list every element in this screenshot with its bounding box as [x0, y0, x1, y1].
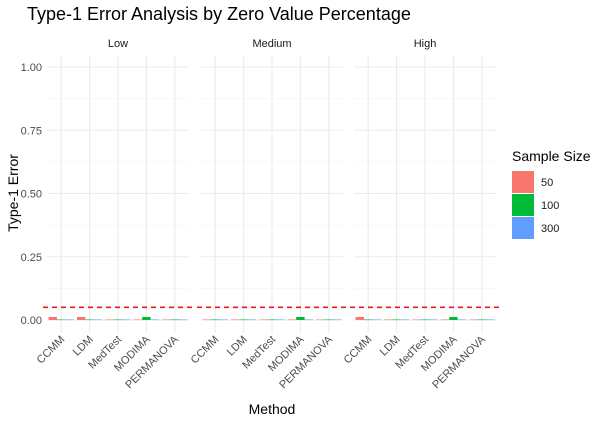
bar-high-ccmm-100 [364, 319, 373, 321]
bar-high-medtest-100 [420, 319, 430, 321]
bar-medium-medtest-300 [276, 319, 285, 321]
bar-low-permanova-300 [179, 319, 188, 321]
y-tick-label: 0.00 [21, 315, 42, 327]
bar-low-ccmm-300 [65, 319, 74, 321]
x-tick-label: CCMM [342, 334, 375, 367]
bar-high-permanova-50 [469, 319, 478, 321]
x-axis-title: Method [249, 401, 296, 417]
bar-medium-ldm-100 [239, 319, 248, 321]
bar-medium-ldm-50 [231, 319, 240, 321]
x-tick-label: CCMM [189, 334, 222, 367]
bar-low-ldm-50 [77, 316, 86, 320]
bar-low-ccmm-100 [57, 319, 66, 321]
legend-key-300 [512, 217, 534, 239]
legend-label: 50 [541, 177, 553, 189]
bar-low-medtest-300 [122, 319, 131, 321]
x-tick-label: LDM [225, 334, 250, 359]
y-tick-label: 1.00 [21, 62, 42, 74]
x-tick-label: LDM [378, 334, 403, 359]
y-tick-label: 0.50 [21, 189, 42, 201]
bar-medium-permanova-100 [324, 319, 333, 321]
legend: Sample Size 50 100 300 [512, 148, 591, 239]
bar-medium-ccmm-50 [202, 319, 211, 321]
facet-label: Low [108, 38, 128, 50]
bar-low-medtest-50 [105, 319, 114, 321]
legend-label: 100 [541, 200, 559, 212]
legend-label: 300 [541, 223, 559, 235]
bar-high-medtest-300 [429, 319, 438, 321]
bar-medium-ccmm-300 [219, 319, 228, 321]
bar-high-permanova-300 [486, 319, 495, 321]
bar-low-modima-300 [150, 319, 159, 321]
bar-low-permanova-100 [170, 319, 179, 321]
bar-medium-medtest-100 [267, 319, 277, 321]
bar-low-ldm-300 [93, 319, 103, 321]
bar-low-modima-50 [133, 319, 143, 321]
bar-high-ccmm-300 [372, 319, 381, 321]
bar-high-medtest-50 [412, 319, 421, 321]
bar-medium-modima-50 [287, 319, 297, 321]
bar-high-ldm-300 [400, 319, 410, 321]
bar-medium-ldm-300 [247, 319, 257, 321]
y-tick-label: 0.75 [21, 125, 42, 137]
bar-high-modima-100 [449, 316, 458, 320]
bar-high-ldm-50 [384, 319, 393, 321]
bar-low-medtest-100 [113, 319, 123, 321]
legend-key-50 [512, 171, 534, 193]
bar-low-ldm-100 [85, 319, 94, 321]
bar-high-ccmm-50 [355, 316, 364, 320]
x-tick-label: CCMM [35, 334, 68, 367]
bar-high-permanova-100 [477, 319, 486, 321]
chart-title: Type-1 Error Analysis by Zero Value Perc… [27, 4, 411, 24]
bar-medium-ccmm-100 [211, 319, 220, 321]
legend-title: Sample Size [512, 148, 591, 164]
bar-medium-modima-100 [296, 316, 305, 320]
bar-high-modima-300 [457, 319, 466, 321]
bar-low-ccmm-50 [48, 316, 57, 320]
x-tick-label: LDM [71, 334, 96, 359]
bar-medium-permanova-50 [316, 319, 325, 321]
bar-high-modima-50 [440, 319, 450, 321]
facet-label: High [414, 38, 437, 50]
facet-label: Medium [252, 38, 291, 50]
bar-medium-medtest-50 [259, 319, 268, 321]
bar-high-ldm-100 [392, 319, 401, 321]
bar-low-modima-100 [142, 316, 151, 320]
bar-medium-modima-300 [304, 319, 313, 321]
legend-key-100 [512, 194, 534, 216]
y-tick-label: 0.25 [21, 252, 42, 264]
bar-medium-permanova-300 [333, 319, 342, 321]
y-axis-title: Type-1 Error [5, 154, 21, 232]
bar-low-permanova-50 [162, 319, 171, 321]
